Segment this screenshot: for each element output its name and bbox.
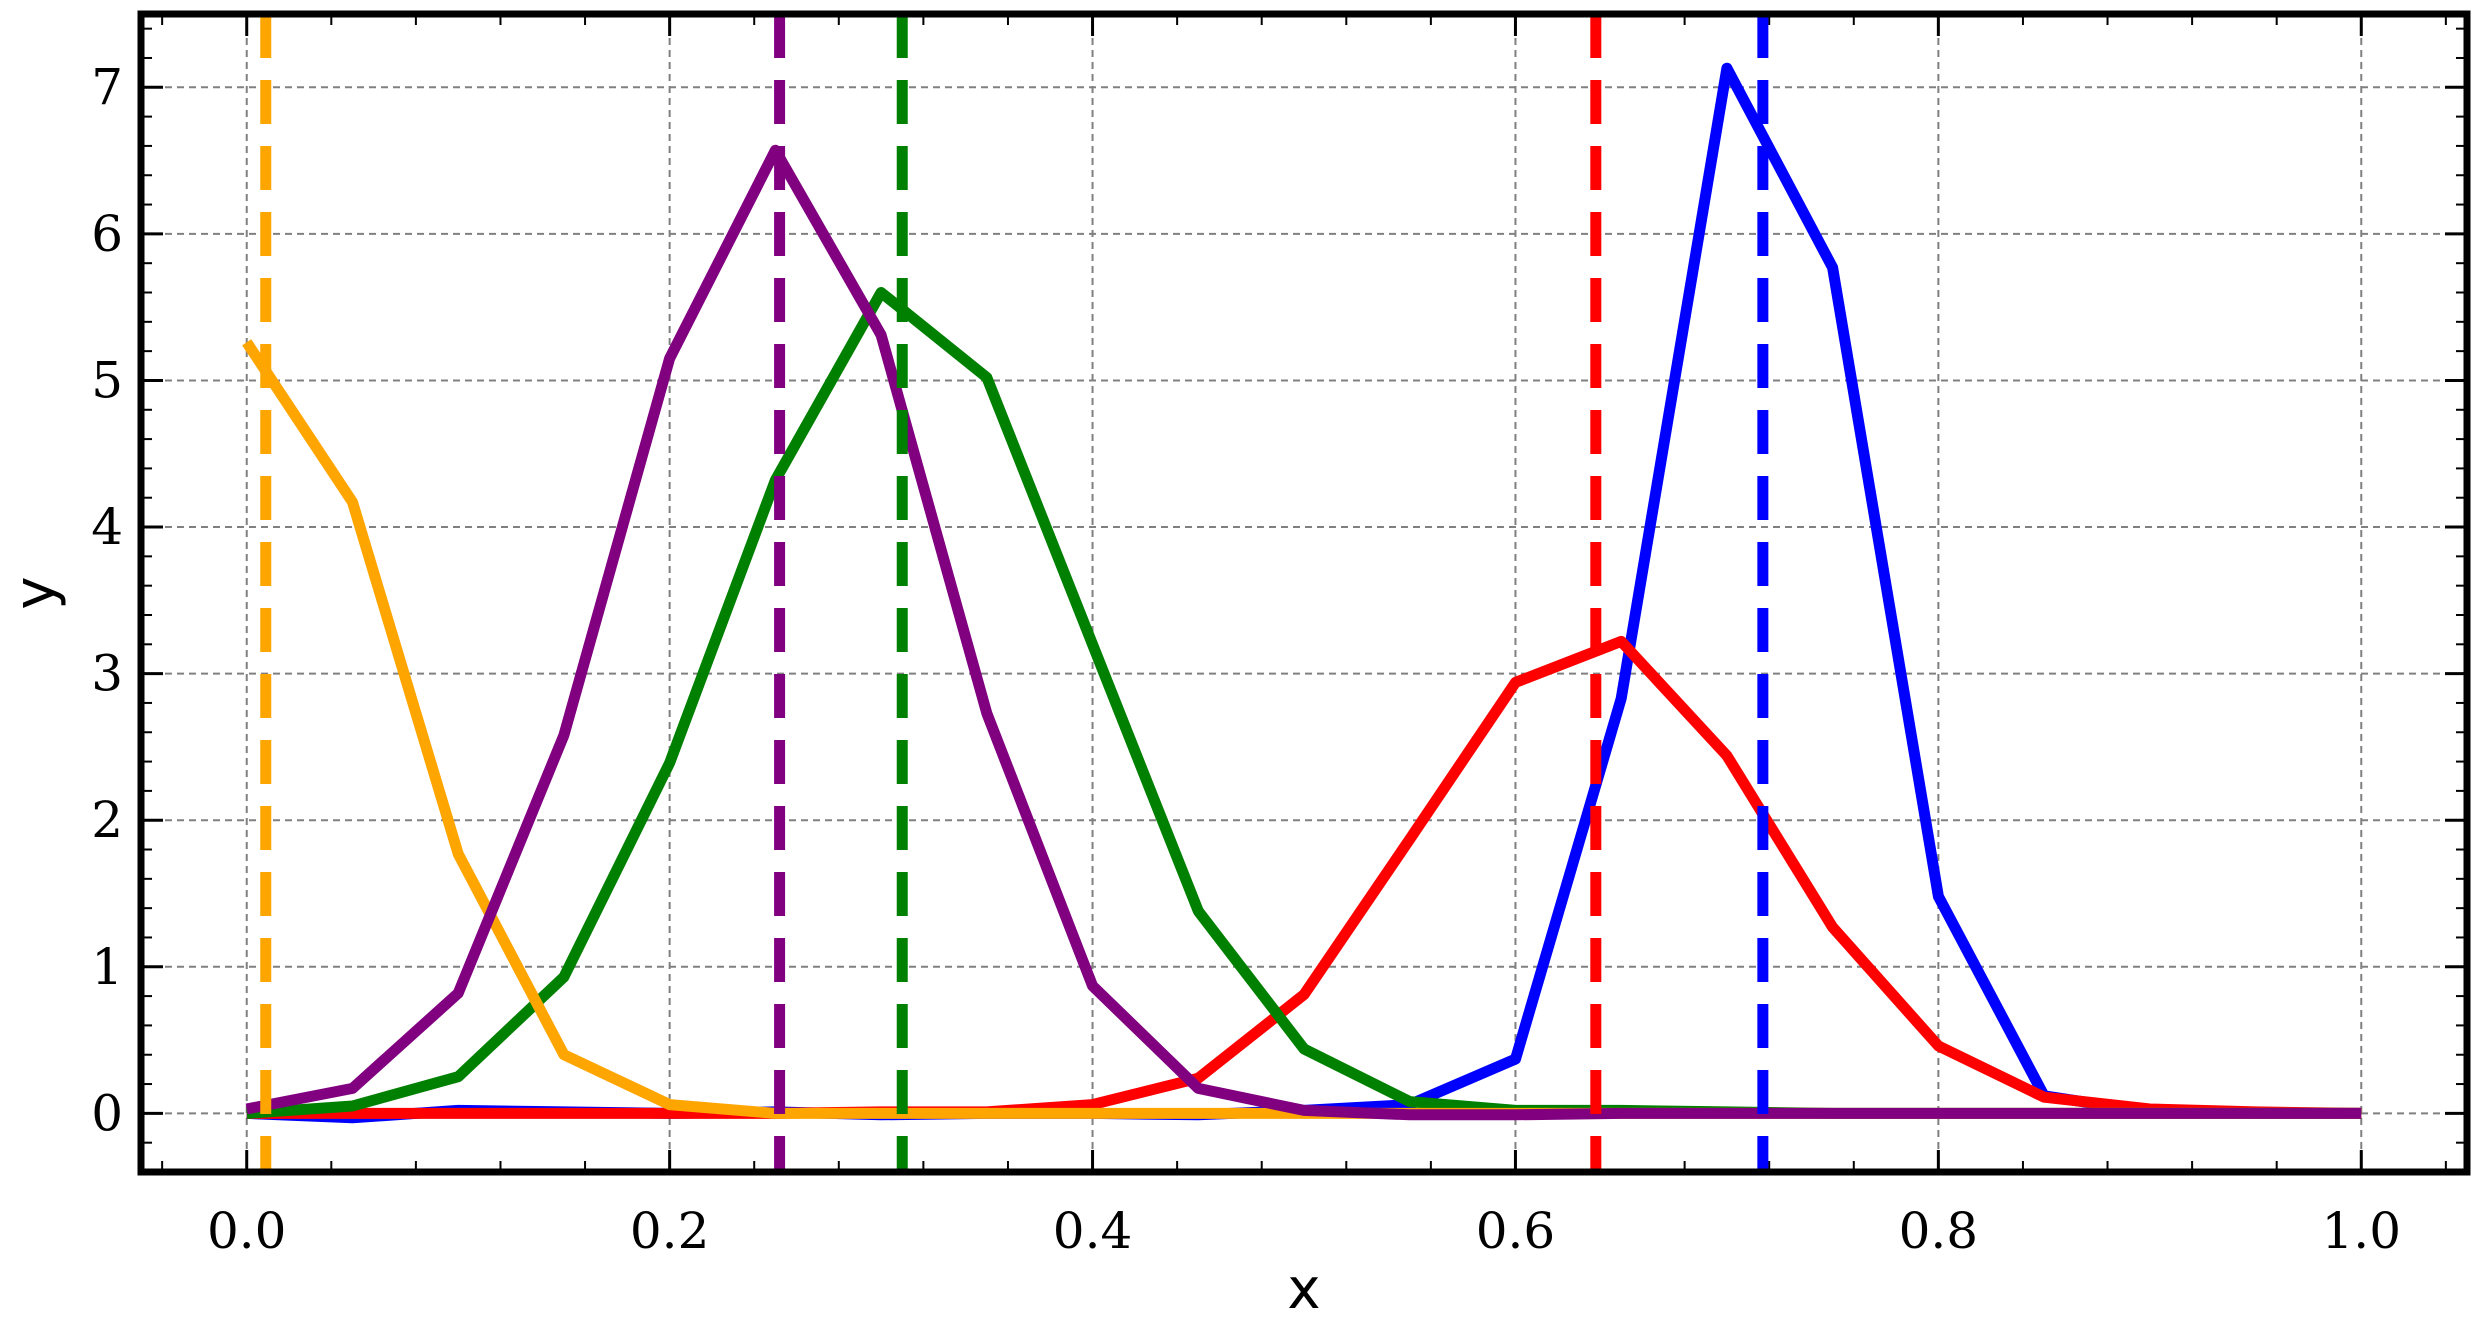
vertical-reference-lines <box>260 14 1769 1172</box>
x-tick-label: 0.0 <box>207 1202 287 1260</box>
y-tick-label: 0 <box>91 1084 123 1142</box>
y-tick-label: 5 <box>91 351 123 409</box>
x-tick-label: 0.4 <box>1053 1202 1133 1260</box>
series-line-0 <box>246 62 2362 1124</box>
y-tick-label: 3 <box>91 645 123 703</box>
x-tick-label: 0.2 <box>630 1202 710 1260</box>
plot-frame <box>137 10 2471 1176</box>
y-tick-label: 1 <box>91 938 123 996</box>
y-axis-label: y <box>3 576 68 609</box>
tick-labels: 0.0 0.2 0.4 0.6 0.8 1.0 0 1 2 3 4 5 6 7 <box>91 58 2401 1260</box>
series-lines <box>242 62 2362 1124</box>
y-tick-label: 2 <box>91 791 123 849</box>
y-tick-label: 6 <box>91 205 123 263</box>
series-line-1 <box>246 635 2362 1119</box>
x-tick-label: 1.0 <box>2322 1202 2402 1260</box>
y-tick-label: 4 <box>91 498 123 556</box>
series-line-4 <box>245 144 2362 1121</box>
y-tick-label: 7 <box>91 58 123 116</box>
x-tick-label: 0.8 <box>1899 1202 1979 1260</box>
x-axis-label: x <box>1287 1257 1320 1322</box>
x-tick-label: 0.6 <box>1476 1202 1556 1260</box>
